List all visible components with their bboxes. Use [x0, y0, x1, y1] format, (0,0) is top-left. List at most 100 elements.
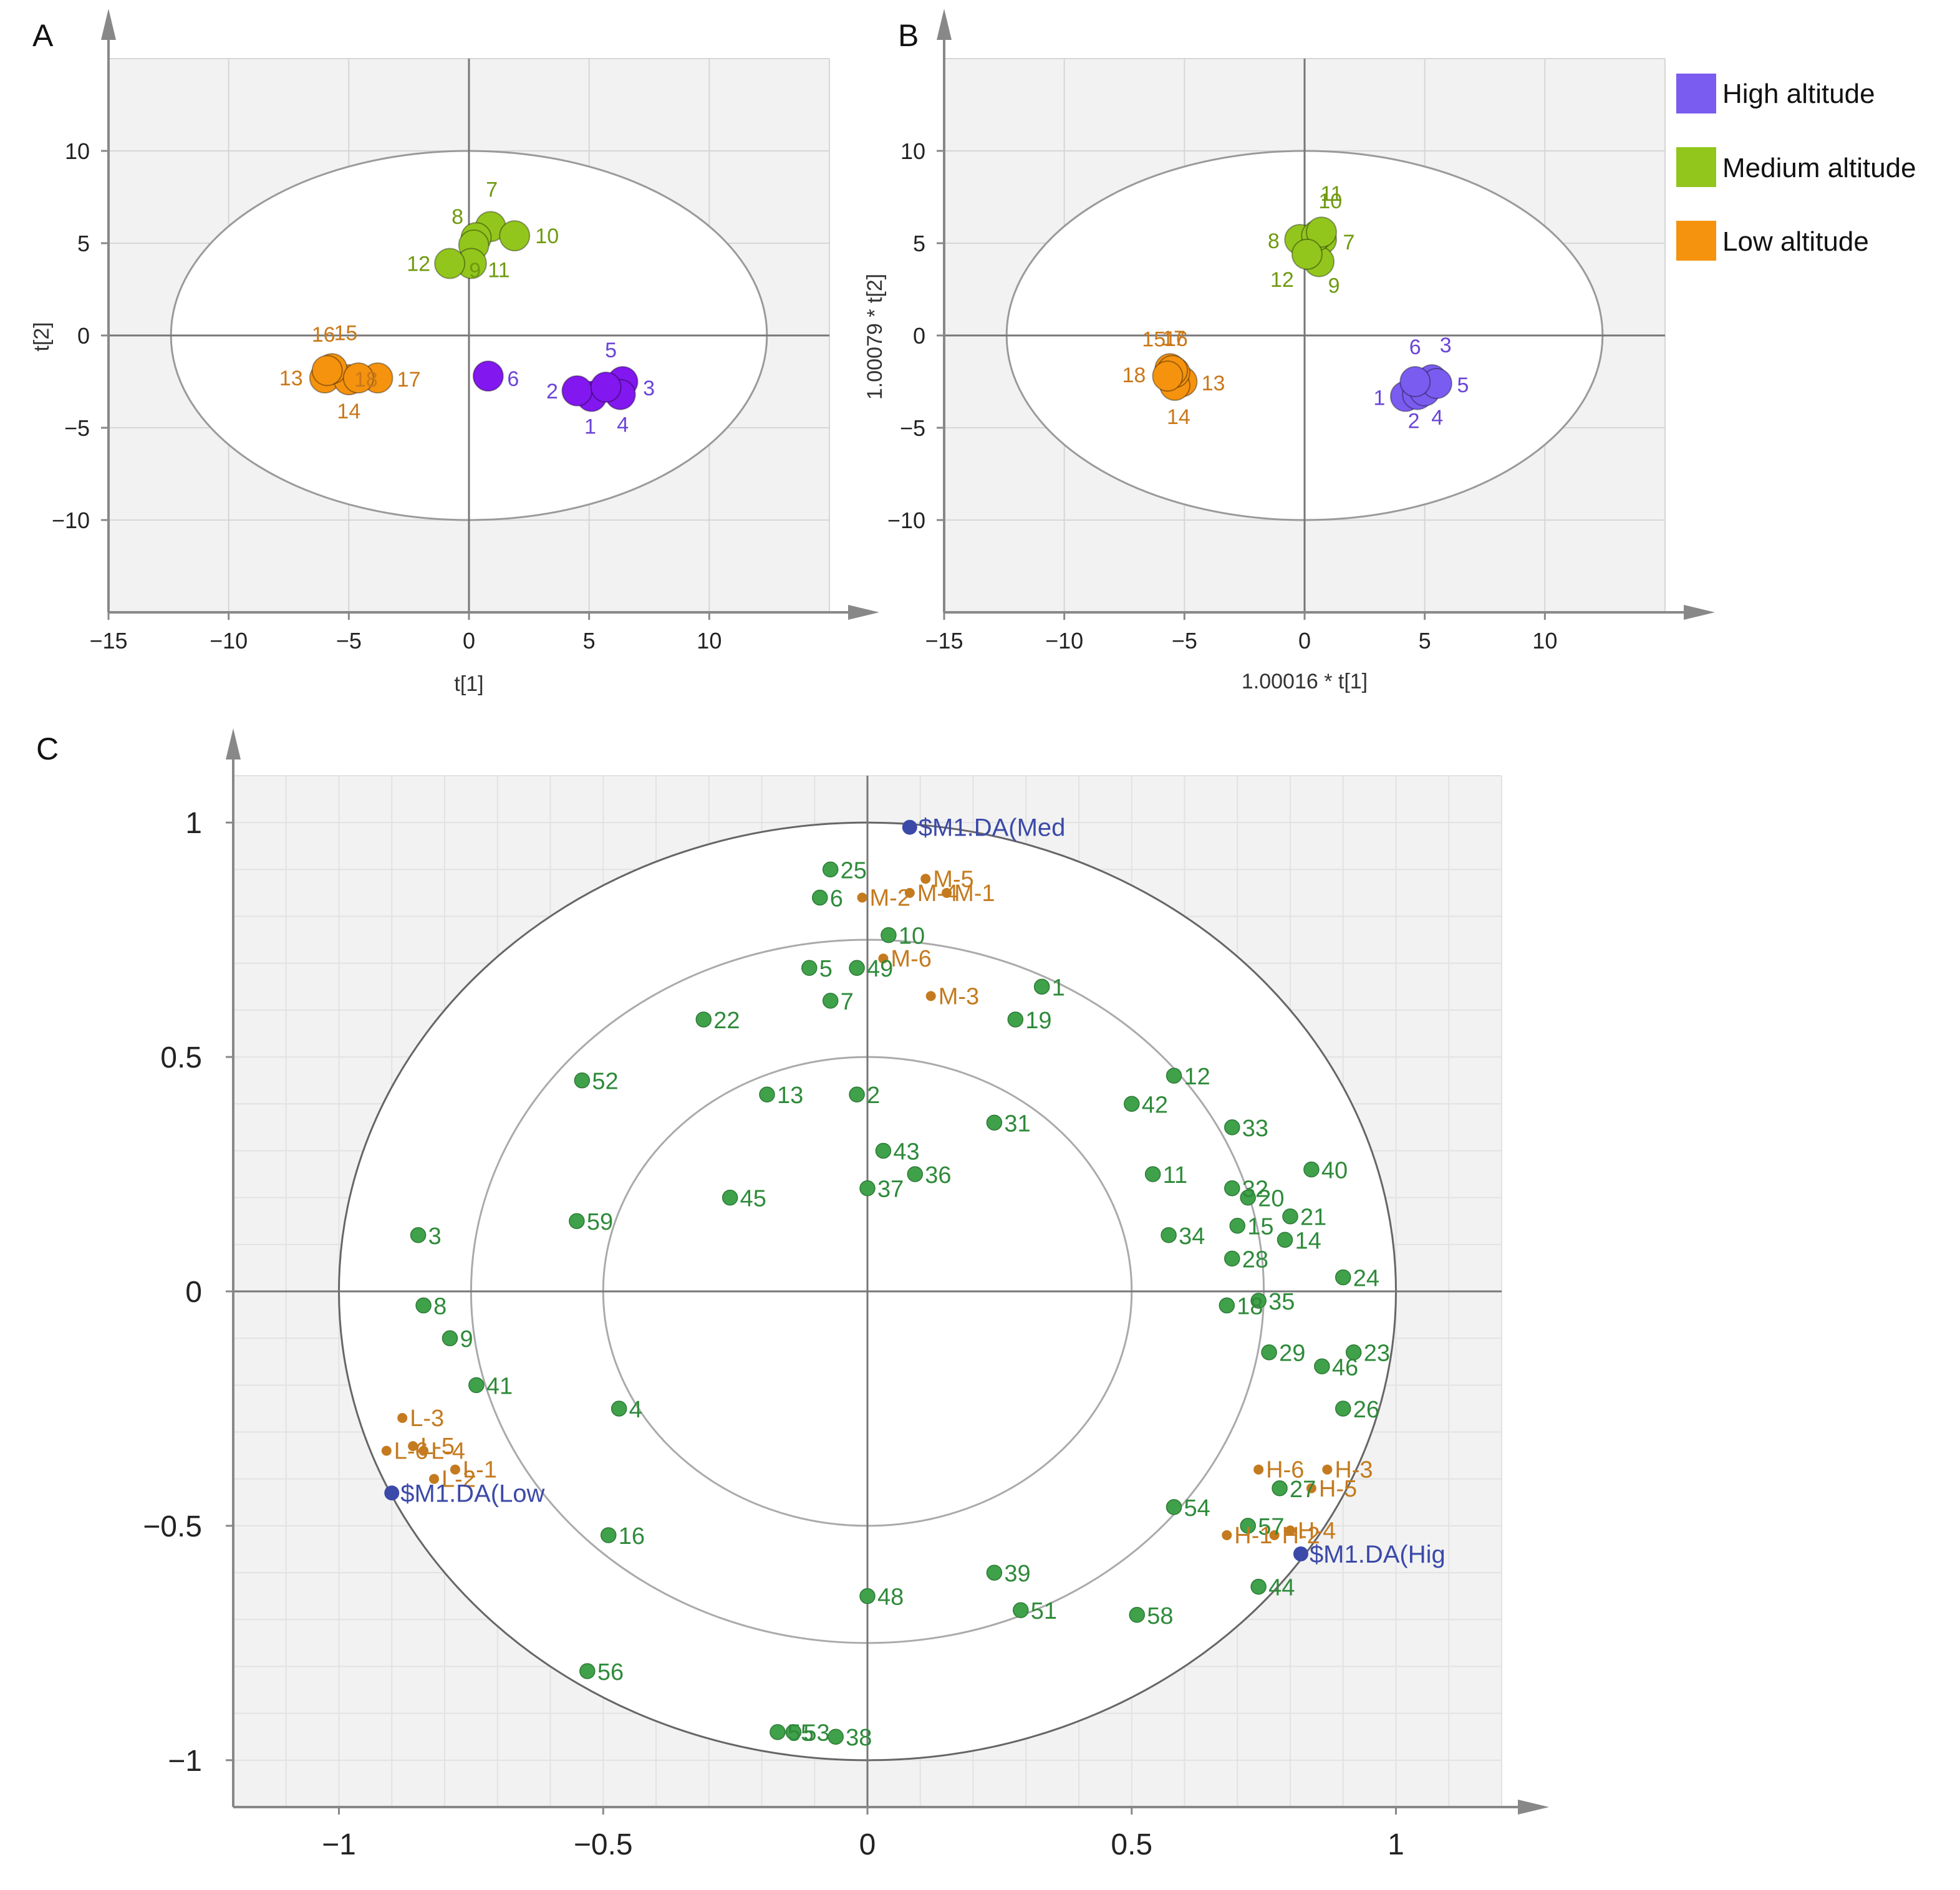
panel-c-sample-L-4: [418, 1445, 429, 1456]
panel-a-y-tick-label: 10: [65, 138, 90, 164]
panel-b-point-label-1: 1: [1373, 387, 1385, 410]
panel-c-sample-label-M-1: M-1: [954, 880, 995, 907]
panel-c-variable-25: [822, 861, 839, 878]
panel-c-variable-31: [986, 1114, 1003, 1131]
panel-c-variable-label-19: 19: [1025, 1008, 1051, 1034]
panel-b-y-tick-label: −10: [887, 508, 925, 533]
panel-c-response-label: $M1.DA(Med: [919, 814, 1066, 842]
panel-c-sample-M-1: [942, 887, 952, 898]
panel-b-point-label-18: 18: [1122, 364, 1146, 387]
panel-c-variable-59: [569, 1213, 585, 1229]
panel-c-sample-label-L-6: L-6: [394, 1439, 428, 1465]
panel-c-variable-label-37: 37: [877, 1177, 904, 1203]
panel-c-variable-label-23: 23: [1364, 1341, 1390, 1367]
panel-c-variable-label-33: 33: [1242, 1116, 1268, 1142]
panel-a-point-label-7: 7: [486, 178, 498, 201]
panel-c-variable-45: [722, 1189, 738, 1206]
panel-c-y-tick-label: 1: [185, 807, 202, 840]
panel-c-variable-19: [1007, 1011, 1024, 1028]
panel-a-point-label-13: 13: [279, 367, 303, 390]
panel-b-x-tick-label: −15: [925, 628, 963, 653]
panel-b-point-label-5: 5: [1457, 374, 1469, 397]
panel-c-variable-label-46: 46: [1332, 1354, 1358, 1381]
panel-c-sample-H-1: [1222, 1530, 1232, 1540]
panel-c-x-tick-label: −0.5: [574, 1828, 633, 1861]
panel-c-variable-label-51: 51: [1031, 1598, 1057, 1624]
panel-c-variable-label-15: 15: [1247, 1214, 1273, 1240]
panel-a-y-tick-label: 0: [77, 323, 90, 349]
legend-swatch-high: [1676, 74, 1716, 113]
panel-a-point-label-4: 4: [617, 413, 629, 437]
panel-c-sample-M-6: [878, 953, 889, 964]
panel-c-variable-label-12: 12: [1184, 1064, 1210, 1090]
panel-a-point-label-8: 8: [451, 205, 463, 229]
panel-c-sample-label-L-4: L-4: [431, 1439, 465, 1465]
panel-c-variable-label-11: 11: [1163, 1162, 1187, 1188]
panel-c-variable-49: [849, 960, 865, 976]
panel-c-variable-label-54: 54: [1184, 1495, 1210, 1521]
panel-c-sample-label-H-6: H-6: [1266, 1457, 1304, 1483]
panel-c-variable-52: [574, 1072, 591, 1089]
panel-c-variable-39: [986, 1565, 1003, 1581]
panel-c-variable-56: [579, 1663, 596, 1679]
panel-c-x-tick-label: 1: [1388, 1828, 1404, 1861]
panel-c-variable-35: [1250, 1293, 1267, 1309]
panel-a-point-label-1: 1: [584, 415, 596, 439]
panel-a-point-18: [342, 362, 374, 394]
panel-c-sample-H-2: [1269, 1530, 1280, 1540]
panel-c-variable-32: [1224, 1180, 1240, 1197]
panel-c-sample-M-3: [925, 991, 936, 1001]
panel-c-x-axis-arrow: [1518, 1800, 1549, 1815]
panel-a-x-tick-label: −15: [89, 628, 127, 653]
panel-b-y-tick-label: 5: [913, 231, 925, 256]
panel-c-sample-L-6: [381, 1445, 392, 1456]
panel-c-sample-M-2: [857, 892, 867, 903]
panel-a-y-tick-label: −5: [64, 415, 90, 441]
panel-c-variable-57: [1240, 1518, 1256, 1534]
panel-b-point-label-6: 6: [1409, 335, 1421, 359]
panel-c-sample-label-L-2: L-2: [442, 1467, 476, 1493]
panel-a-x-tick-label: 0: [463, 628, 475, 653]
panel-c-y-axis-arrow: [226, 728, 241, 759]
panel-c-variable-label-52: 52: [592, 1069, 618, 1095]
panel-c-response--m1-da-low: [384, 1485, 400, 1501]
panel-a-x-tick-label: 5: [583, 628, 596, 653]
panel-c-variable-16: [600, 1527, 617, 1543]
panel-a-point-label-12: 12: [407, 253, 430, 276]
panel-c-sample-L-3: [397, 1412, 408, 1423]
panel-c-sample-L-2: [429, 1473, 440, 1484]
panel-c-variable-48: [859, 1588, 876, 1604]
panel-b-y-tick-label: −5: [900, 415, 925, 441]
panel-c-variable-46: [1314, 1358, 1330, 1375]
panel-b-y-axis-label: 1.00079 * t[2]: [863, 274, 887, 400]
panel-c-variable-51: [1013, 1602, 1029, 1618]
panel-a-point-12: [434, 248, 466, 279]
panel-c-variable-14: [1277, 1232, 1293, 1248]
panel-c-response--m1-da-med: [902, 819, 917, 835]
panel-c-variable-53: [785, 1724, 802, 1740]
panel-c-variable-label-32: 32: [1242, 1177, 1268, 1203]
panel-c-variable-label-42: 42: [1142, 1092, 1168, 1118]
panel-c-y-tick-label: −0.5: [143, 1510, 202, 1543]
panel-c-variable-label-53: 53: [803, 1720, 829, 1747]
panel-c-variable-44: [1250, 1578, 1267, 1595]
panel-c-variable-27: [1272, 1480, 1288, 1497]
panel-c-variable-20: [1240, 1189, 1256, 1206]
panel-c-variable-55: [770, 1724, 786, 1740]
panel-a-point-label-15: 15: [334, 321, 357, 345]
panel-b-point-label-7: 7: [1343, 231, 1355, 254]
panel-c-variable-21: [1282, 1208, 1298, 1225]
panel-a-point-label-6: 6: [507, 367, 519, 391]
legend-label-medium: Medium altitude: [1722, 153, 1916, 183]
panel-c-sample-label-H-1: H-1: [1234, 1523, 1272, 1549]
panel-a-point-label-18: 18: [354, 368, 378, 392]
panel-a-point-label-11: 11: [488, 259, 509, 282]
panel-c-variable-label-1: 1: [1052, 975, 1065, 1001]
panel-b-point-label-2: 2: [1408, 410, 1420, 433]
panel-c-variable-34: [1161, 1227, 1177, 1243]
panel-b-point-label-8: 8: [1268, 229, 1280, 253]
panel-b-point-label-15: 15: [1142, 327, 1166, 351]
panel-c-variable-13: [759, 1086, 775, 1102]
panel-b-x-tick-label: 10: [1532, 628, 1557, 653]
